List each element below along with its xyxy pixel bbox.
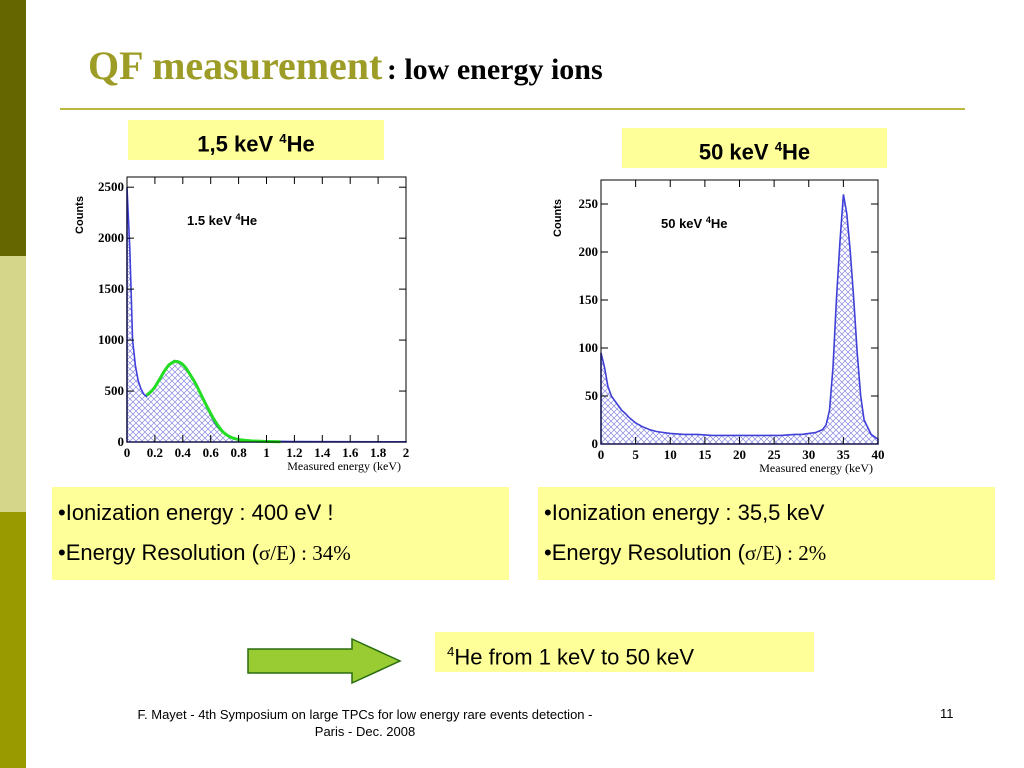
right-arrow-icon bbox=[247, 637, 402, 685]
left-label-sup: 4 bbox=[279, 131, 287, 146]
x-tick-label: 30 bbox=[802, 447, 815, 462]
chart-title-sup: 4 bbox=[706, 215, 711, 225]
left-label-box: 1,5 keV 4He bbox=[128, 120, 384, 160]
left-ionization-energy: •Ionization energy : 400 eV ! bbox=[58, 500, 334, 525]
title-main: QF measurement bbox=[88, 43, 383, 88]
x-tick-label: 1.8 bbox=[370, 445, 387, 460]
y-tick-label: 250 bbox=[579, 196, 599, 211]
right-label-sup: 4 bbox=[774, 139, 783, 154]
x-tick-label: 0.4 bbox=[175, 445, 192, 460]
sidebar-decoration bbox=[0, 0, 26, 768]
histogram-1-5-kev: 0 0.2 0.4 0.6 0.8 1 1.2 1.4 1.6 1.8 2 0 500 1000 1500 2… bbox=[74, 176, 410, 473]
chart-title-text: 1.5 keV bbox=[187, 213, 235, 228]
x-axis-label: Measured energy (keV) bbox=[287, 459, 401, 473]
chart-title-sup: 4 bbox=[235, 212, 240, 222]
right-resolution-prefix: •Energy Resolution ( bbox=[544, 540, 745, 565]
left-resolution-prefix: •Energy Resolution ( bbox=[58, 540, 259, 565]
y-tick-label: 100 bbox=[579, 340, 599, 355]
conclusion-box: 4He from 1 keV to 50 keV bbox=[435, 632, 814, 672]
sidebar-band-middle bbox=[0, 256, 26, 512]
y-tick-label: 500 bbox=[105, 383, 125, 398]
x-tick-label: 20 bbox=[733, 447, 746, 462]
x-tick-label: 25 bbox=[768, 447, 782, 462]
right-energy-resolution: •Energy Resolution (σ/E) : 2% bbox=[544, 533, 995, 573]
left-label-text: 1,5 keV bbox=[197, 131, 280, 157]
y-tick-label: 2000 bbox=[98, 230, 124, 245]
y-tick-label: 1500 bbox=[98, 281, 124, 296]
title-sub: : low energy ions bbox=[386, 53, 603, 86]
left-results-box: •Ionization energy : 400 eV ! •Energy Re… bbox=[52, 487, 509, 580]
x-tick-label: 0.8 bbox=[230, 445, 247, 460]
footer-citation: F. Mayet - 4th Symposium on large TPCs f… bbox=[60, 706, 670, 740]
y-axis-label: Counts bbox=[74, 196, 86, 234]
x-tick-label: 1.2 bbox=[286, 445, 302, 460]
slide-title: QF measurement : low energy ions bbox=[88, 42, 603, 89]
x-tick-label: 15 bbox=[698, 447, 712, 462]
right-resolution-value: /E) : 2% bbox=[756, 541, 827, 565]
left-label-he: He bbox=[286, 131, 315, 157]
x-tick-label: 1.4 bbox=[314, 445, 331, 460]
x-tick-label: 0.2 bbox=[147, 445, 163, 460]
chart-title-text: 50 keV bbox=[661, 216, 706, 231]
footer-line-1: F. Mayet - 4th Symposium on large TPCs f… bbox=[137, 707, 593, 722]
conclusion-text: He from 1 keV to 50 keV bbox=[454, 644, 695, 670]
fit-curve bbox=[145, 360, 281, 444]
y-tick-label: 50 bbox=[585, 388, 598, 403]
histogram-50-kev: 0 5 10 15 20 25 30 35 40 0 50 100 150 200 250 Measured … bbox=[552, 179, 885, 475]
y-tick-label: 0 bbox=[118, 434, 125, 449]
left-energy-resolution: •Energy Resolution (σ/E) : 34% bbox=[58, 533, 509, 573]
chart-title: 50 keV 4He bbox=[661, 215, 727, 231]
x-tick-label: 35 bbox=[837, 447, 851, 462]
x-tick-label: 40 bbox=[872, 447, 885, 462]
x-tick-label: 5 bbox=[632, 447, 639, 462]
histogram-series bbox=[126, 187, 407, 443]
y-tick-label: 150 bbox=[579, 292, 599, 307]
chart-title-tail: He bbox=[240, 213, 257, 228]
x-tick-label: 0 bbox=[598, 447, 605, 462]
y-tick-label: 200 bbox=[579, 244, 599, 259]
x-tick-label: 0 bbox=[124, 445, 131, 460]
y-tick-label: 1000 bbox=[98, 332, 124, 347]
y-axis-label: Counts bbox=[552, 199, 564, 237]
x-tick-label: 1 bbox=[263, 445, 270, 460]
right-label-he: He bbox=[782, 139, 811, 165]
x-axis-label: Measured energy (keV) bbox=[759, 461, 873, 475]
left-resolution-value: /E) : 34% bbox=[270, 541, 351, 565]
conclusion-sup: 4 bbox=[447, 644, 455, 659]
x-tick-label: 1.6 bbox=[342, 445, 359, 460]
right-label-box: 50 keV 4He bbox=[622, 128, 887, 168]
right-ionization-energy: •Ionization energy : 35,5 keV bbox=[544, 500, 825, 525]
left-resolution-sigma: σ bbox=[258, 541, 271, 565]
x-tick-label: 2 bbox=[403, 445, 410, 460]
page-number: 11 bbox=[940, 706, 954, 721]
right-results-box: •Ionization energy : 35,5 keV •Energy Re… bbox=[538, 487, 995, 580]
right-label-text: 50 keV bbox=[698, 139, 775, 165]
y-tick-label: 2500 bbox=[98, 179, 124, 194]
chart-title: 1.5 keV 4He bbox=[187, 212, 257, 228]
footer-line-2: Paris - Dec. 2008 bbox=[314, 724, 416, 739]
sidebar-band-top bbox=[0, 0, 26, 256]
y-tick-label: 0 bbox=[592, 436, 599, 451]
right-resolution-sigma: σ bbox=[744, 541, 757, 565]
title-divider bbox=[60, 108, 965, 110]
x-tick-label: 10 bbox=[664, 447, 677, 462]
x-tick-label: 0.6 bbox=[203, 445, 220, 460]
sidebar-band-bottom bbox=[0, 512, 26, 768]
histogram-series bbox=[600, 194, 879, 445]
chart-title-tail: He bbox=[711, 216, 728, 231]
